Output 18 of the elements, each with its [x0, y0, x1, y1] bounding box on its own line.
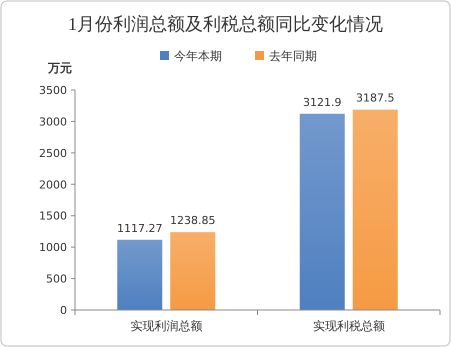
y-tick-label: 1500: [39, 210, 67, 223]
y-axis-title: 万元: [47, 61, 72, 75]
legend-label: 今年本期: [174, 49, 222, 63]
data-label: 3121.9: [303, 96, 342, 109]
y-tick-label: 0: [60, 304, 67, 317]
legend-label: 去年同期: [269, 49, 317, 63]
y-tick-label: 500: [46, 272, 67, 286]
data-label: 1238.85: [170, 214, 216, 228]
data-label: 3187.5: [356, 92, 394, 105]
y-tick-label: 3500: [39, 84, 67, 97]
chart-title: 1月份利润总额及利税总额同比变化情况: [68, 14, 383, 34]
x-tick-label: 实现利润总额: [130, 319, 202, 333]
data-label: 1117.27: [117, 222, 162, 235]
y-tick-label: 2500: [39, 146, 67, 160]
y-tick-label: 1000: [39, 241, 67, 254]
y-tick-label: 3000: [39, 115, 67, 128]
y-tick-label: 2000: [39, 178, 67, 192]
x-tick-label: 实现利税总额: [312, 319, 385, 333]
